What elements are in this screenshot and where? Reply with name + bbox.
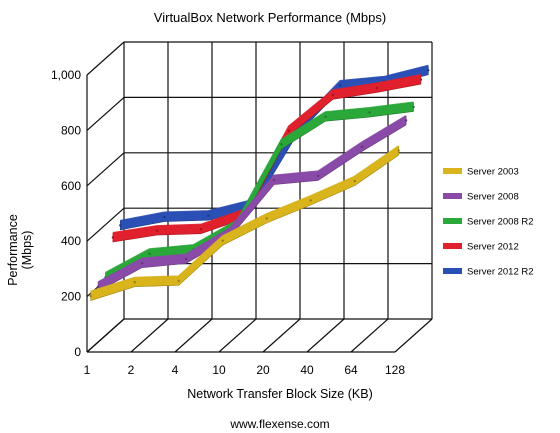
data-point [119, 224, 122, 227]
footer-url: www.flexense.com [229, 417, 329, 431]
grid-line-floor [394, 318, 433, 353]
data-point [412, 105, 415, 109]
legend-label: Server 2012 [467, 242, 519, 253]
data-point [360, 145, 364, 149]
grid-line-side [86, 207, 125, 242]
data-point [177, 279, 180, 283]
grid-line-floor [174, 318, 213, 353]
y-axis-label-line2: (Mbps) [20, 231, 34, 270]
x-tick-label: 2 [128, 363, 135, 377]
legend-swatch [443, 218, 462, 224]
legend-swatch [443, 243, 462, 249]
data-point [111, 236, 115, 239]
chart-title: VirtualBox Network Performance (Mbps) [154, 10, 386, 25]
plot-area [89, 64, 430, 301]
legend-swatch [443, 168, 462, 174]
data-point [287, 129, 291, 133]
axis-ticks: 0 200 400 600 800 1,000 1 2 4 10 20 40 64 128 [51, 68, 405, 377]
grid-line-floor [262, 318, 301, 353]
legend: Server 2003 Server 2008 Server 2008 R2 Serv… [443, 167, 534, 278]
data-point [339, 84, 342, 87]
y-tick-label: 800 [61, 123, 81, 137]
y-tick-label: 400 [61, 234, 81, 248]
data-point [207, 214, 210, 217]
data-point [96, 285, 100, 288]
series-ribbon-highlight [97, 115, 407, 284]
data-point [184, 257, 188, 261]
data-point [155, 229, 159, 232]
data-point [280, 143, 283, 146]
grid-line-floor [130, 318, 169, 353]
x-tick-label: 40 [300, 363, 314, 377]
data-point [148, 252, 151, 255]
grid-line-side [86, 152, 125, 187]
grid-line-floor [218, 318, 257, 353]
legend-label: Server 2008 [467, 192, 519, 203]
data-point [316, 174, 320, 178]
data-point [89, 294, 92, 298]
data-point [309, 199, 312, 202]
series-ribbon-server-2008 [96, 115, 408, 292]
grid-line-floor [86, 318, 125, 353]
y-tick-label: 1,000 [51, 68, 81, 82]
data-point [140, 261, 144, 265]
grid-line-floor [306, 318, 345, 353]
y-tick-label: 0 [74, 345, 81, 359]
legend-label: Server 2012 R2 [467, 267, 534, 278]
x-tick-label: 20 [256, 363, 270, 377]
x-axis-label: Network Transfer Block Size (KB) [187, 387, 372, 401]
data-point [397, 149, 400, 152]
x-tick-label: 10 [212, 363, 226, 377]
series-ribbon-body [97, 115, 407, 292]
series-ribbon-server-2003 [89, 145, 400, 301]
data-point [199, 227, 203, 231]
data-point [404, 119, 408, 122]
data-point [265, 217, 268, 220]
data-point [272, 178, 276, 182]
y-tick-label: 200 [61, 290, 81, 304]
series-ribbon-highlight [90, 145, 400, 293]
legend-swatch [443, 193, 462, 199]
y-tick-label: 600 [61, 179, 81, 193]
data-point [221, 239, 224, 242]
grid-line-side [86, 41, 125, 76]
data-point [331, 93, 335, 97]
series-ribbon-highlight [105, 101, 414, 274]
series-ribbon-highlight [112, 74, 422, 234]
data-point [375, 86, 379, 90]
data-point [163, 215, 166, 219]
data-point [419, 78, 423, 81]
data-point [324, 115, 327, 118]
data-point [427, 69, 430, 72]
y-axis-label-line1: Performance [6, 214, 20, 286]
data-point [133, 281, 136, 284]
x-tick-label: 128 [385, 363, 405, 377]
x-tick-label: 64 [344, 363, 358, 377]
legend-label: Server 2003 [467, 167, 519, 178]
grid-line-floor [350, 318, 389, 353]
data-point [368, 111, 371, 114]
x-tick-label: 4 [172, 363, 179, 377]
legend-label: Server 2008 R2 [467, 217, 534, 228]
x-tick-label: 1 [84, 363, 91, 377]
grid-line-side [86, 96, 125, 131]
legend-swatch [443, 268, 462, 274]
data-point [353, 179, 356, 183]
